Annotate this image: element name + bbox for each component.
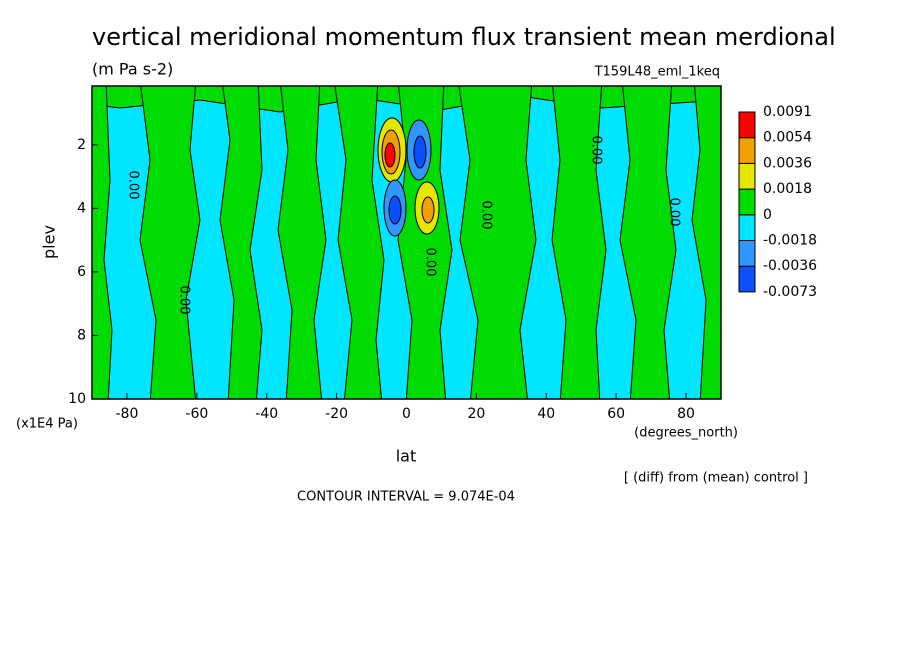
field-region: [458, 86, 537, 399]
x-tick-label: -40: [255, 406, 278, 422]
note: [ (diff) from (mean) control ]: [624, 471, 808, 486]
field-region: [619, 86, 677, 399]
field-region: [388, 195, 402, 225]
x-tick-label: 20: [467, 406, 485, 422]
x-tick-label: -20: [325, 406, 348, 422]
field-region: [219, 86, 263, 399]
colorbar-label: 0: [763, 207, 772, 223]
colorbar-label: -0.0036: [763, 258, 817, 274]
chart-title: vertical meridional momentum flux transi…: [92, 23, 836, 51]
x-tick-label: -60: [185, 406, 208, 422]
colorbar-box: [738, 111, 756, 139]
colorbar-label: -0.0073: [763, 284, 817, 300]
colorbar-box: [738, 162, 756, 190]
y-unit: (x1E4 Pa): [16, 417, 78, 432]
x-tick-label: 80: [677, 406, 695, 422]
field-bands: [92, 86, 721, 399]
y-tick-label: 10: [68, 391, 86, 407]
contour-label: 0.00: [423, 248, 438, 277]
x-tick-label: -80: [116, 406, 139, 422]
y-tick-label: 8: [77, 327, 86, 343]
x-unit: (degrees_north): [634, 426, 738, 441]
field-region: [92, 86, 113, 399]
field-region: [413, 135, 427, 169]
contour-label: 0.00: [589, 136, 604, 165]
contour-label: 0.00: [667, 198, 682, 227]
x-tick-label: 60: [607, 406, 625, 422]
colorbar-label: -0.0018: [763, 233, 817, 249]
run-label: T159L48_eml_1keq: [594, 65, 720, 80]
contour-label: 0.00: [479, 201, 494, 230]
y-tick-label: 2: [77, 137, 86, 153]
colorbar-box: [738, 240, 756, 267]
field-region: [384, 142, 396, 168]
field-region: [691, 86, 721, 399]
x-tick-label: 0: [402, 406, 411, 422]
contour-interval: CONTOUR INTERVAL = 9.074E-04: [297, 490, 515, 505]
colorbar-box: [738, 265, 756, 293]
field-region: [139, 86, 201, 399]
field-region: [421, 196, 435, 224]
y-tick-label: 6: [77, 264, 86, 280]
colorbar-label: 0.0054: [763, 130, 812, 146]
y-tick-label: 4: [77, 200, 86, 216]
x-axis-label: lat: [396, 447, 417, 466]
field-region: [551, 86, 607, 399]
subtitle: (m Pa s-2): [92, 60, 173, 79]
contour-label: 0.00: [126, 171, 141, 200]
colorbar-box: [738, 188, 756, 216]
colorbar-box: [738, 214, 756, 242]
colorbar-label: 0.0091: [763, 104, 812, 120]
colorbar-label: 0.0036: [763, 155, 812, 171]
field-region: [334, 86, 385, 399]
y-axis-label: plev: [40, 225, 59, 259]
colorbar-box: [738, 137, 756, 164]
field-region: [277, 86, 327, 399]
contour-label: 0.00: [177, 286, 192, 315]
x-tick-label: 40: [537, 406, 555, 422]
colorbar-label: 0.0018: [763, 181, 812, 197]
field: [92, 86, 721, 399]
